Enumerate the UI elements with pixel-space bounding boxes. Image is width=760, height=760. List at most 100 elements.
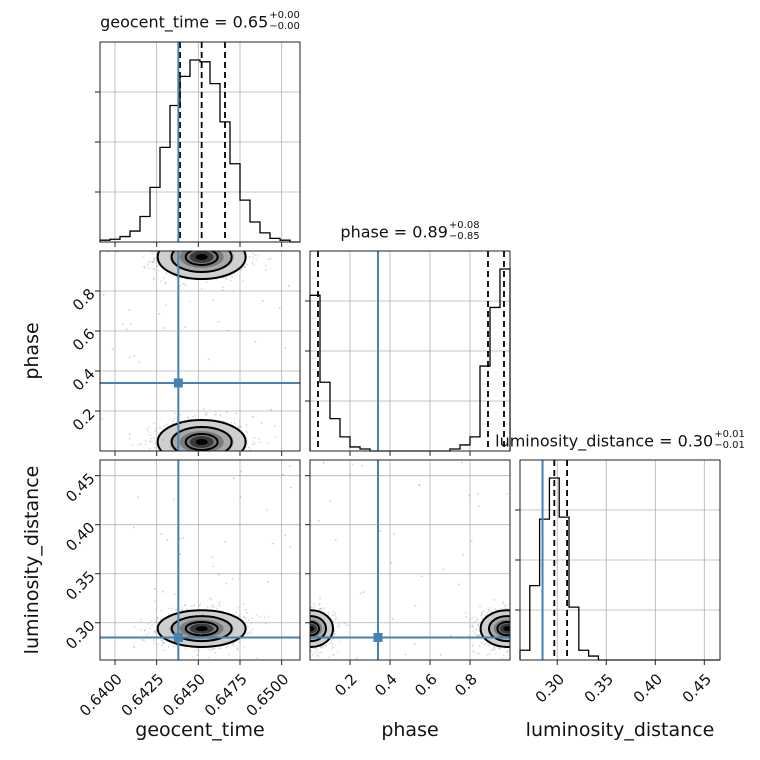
sample-point bbox=[250, 622, 253, 624]
sample-point bbox=[307, 634, 309, 636]
sample-point bbox=[307, 627, 309, 629]
sample-point bbox=[196, 451, 198, 453]
sample-point bbox=[306, 629, 308, 631]
sample-point bbox=[305, 634, 307, 636]
sample-point bbox=[514, 626, 516, 628]
sample-point bbox=[295, 629, 297, 631]
sample-point bbox=[523, 633, 525, 635]
sample-point bbox=[242, 602, 245, 605]
sample-point bbox=[189, 300, 191, 303]
sample-point bbox=[488, 644, 491, 647]
sample-point bbox=[198, 247, 200, 249]
sample-point bbox=[329, 500, 332, 502]
sample-point bbox=[189, 452, 191, 454]
sample-point bbox=[511, 640, 513, 642]
sample-point bbox=[294, 625, 296, 627]
sample-point bbox=[307, 613, 309, 615]
sample-point bbox=[208, 244, 210, 246]
sample-point bbox=[220, 245, 222, 247]
sample-point bbox=[301, 631, 303, 633]
sample-point bbox=[294, 634, 296, 636]
sample-point bbox=[242, 454, 244, 456]
sample-point bbox=[284, 641, 286, 643]
sample-point bbox=[295, 643, 297, 645]
sample-point bbox=[527, 621, 529, 623]
sample-point bbox=[195, 455, 197, 457]
sample-point bbox=[301, 624, 303, 626]
sample-point bbox=[210, 235, 212, 237]
sample-point bbox=[306, 616, 308, 618]
sample-point bbox=[296, 639, 298, 641]
sample-point bbox=[163, 425, 166, 427]
sample-point bbox=[488, 609, 491, 611]
sample-point bbox=[302, 620, 304, 622]
sample-point bbox=[215, 413, 218, 416]
sample-point bbox=[303, 626, 305, 628]
sample-point bbox=[208, 249, 210, 251]
sample-point bbox=[515, 617, 517, 619]
sample-point bbox=[184, 467, 186, 469]
sample-point bbox=[154, 468, 156, 470]
sample-point bbox=[522, 629, 524, 631]
sample-point bbox=[162, 439, 165, 441]
sample-point bbox=[195, 648, 198, 651]
sample-point bbox=[511, 624, 513, 626]
sample-point bbox=[245, 423, 248, 426]
sample-point bbox=[333, 630, 336, 633]
sample-point bbox=[241, 266, 244, 269]
sample-point bbox=[208, 240, 210, 242]
sample-point bbox=[140, 443, 143, 446]
sample-point bbox=[304, 627, 306, 629]
y-tick-label: 0.6 bbox=[69, 325, 99, 355]
sample-point bbox=[178, 538, 181, 540]
sample-point bbox=[355, 657, 358, 659]
sample-point bbox=[220, 244, 222, 246]
sample-point bbox=[511, 628, 513, 630]
sample-point bbox=[229, 454, 231, 456]
sample-point bbox=[174, 244, 176, 246]
sample-point bbox=[153, 630, 155, 633]
sample-point bbox=[308, 614, 310, 616]
sample-point bbox=[517, 654, 519, 656]
sample-point bbox=[292, 628, 294, 630]
sample-point bbox=[512, 619, 514, 621]
sample-point bbox=[177, 453, 179, 455]
sample-point bbox=[207, 249, 209, 251]
sample-point bbox=[306, 632, 308, 634]
sample-point bbox=[252, 263, 255, 266]
sample-point bbox=[477, 652, 480, 655]
sample-point bbox=[163, 276, 166, 279]
sample-point bbox=[182, 462, 184, 464]
sample-point bbox=[170, 244, 172, 246]
sample-point bbox=[185, 248, 187, 250]
sample-point bbox=[205, 239, 207, 241]
sample-point bbox=[227, 452, 229, 454]
sample-point bbox=[199, 454, 201, 456]
sample-point bbox=[212, 454, 214, 456]
sample-point bbox=[220, 456, 222, 458]
sample-point bbox=[297, 614, 299, 616]
sample-point bbox=[201, 247, 203, 249]
sample-point bbox=[294, 638, 296, 640]
title-errors: +0.00 −0.00 bbox=[269, 10, 300, 32]
sample-point bbox=[247, 632, 250, 635]
sample-point bbox=[361, 464, 363, 467]
sample-point bbox=[526, 630, 528, 632]
sample-point bbox=[203, 453, 205, 455]
sample-point bbox=[164, 281, 167, 284]
sample-point bbox=[307, 608, 309, 610]
sample-point bbox=[305, 620, 307, 622]
sample-point bbox=[525, 644, 527, 646]
sample-point bbox=[306, 620, 308, 622]
sample-point bbox=[304, 629, 306, 631]
sample-point bbox=[296, 634, 298, 636]
sample-point bbox=[183, 604, 186, 607]
sample-point bbox=[191, 239, 193, 241]
sample-point bbox=[293, 625, 295, 627]
sample-point bbox=[304, 635, 306, 637]
sample-point bbox=[512, 649, 514, 651]
sample-point bbox=[248, 238, 250, 240]
sample-point bbox=[479, 605, 481, 608]
sample-point bbox=[199, 454, 201, 456]
sample-point bbox=[472, 642, 475, 645]
